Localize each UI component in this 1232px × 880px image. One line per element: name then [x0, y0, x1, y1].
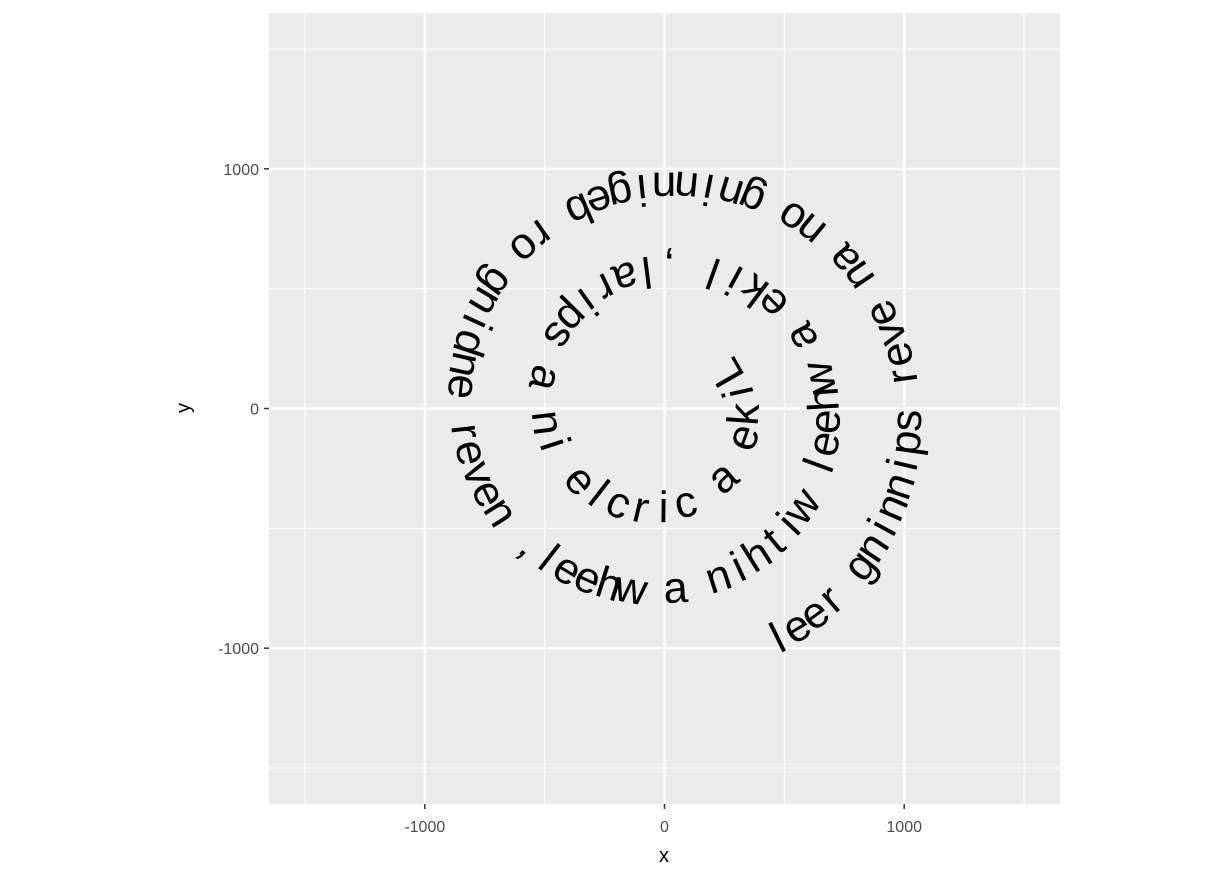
y-tick-label: 0: [250, 402, 259, 419]
y-axis: -1000 0 1000: [218, 162, 269, 658]
y-tick-label: -1000: [218, 641, 259, 658]
spiral-character: e: [438, 372, 489, 402]
spiral-character: h: [799, 386, 849, 413]
y-axis-title: y: [173, 403, 195, 413]
x-tick-label: 0: [660, 819, 669, 836]
major-gridlines: [269, 13, 1060, 804]
spiral-character: r: [441, 421, 491, 441]
y-tick-label: 1000: [223, 162, 259, 179]
x-axis-title: x: [659, 845, 669, 867]
spiral-character: ,: [662, 244, 676, 293]
spiral-character: n: [522, 408, 574, 438]
x-tick-label: 1000: [886, 819, 922, 836]
spiral-character: e: [800, 407, 851, 435]
spiral-character: n: [652, 163, 677, 212]
x-tick-label: -1000: [404, 819, 445, 836]
spiral-character: n: [672, 161, 701, 212]
spiral-character: i: [658, 483, 668, 532]
x-axis: -1000 0 1000: [404, 804, 922, 836]
spiral-character: r: [877, 366, 928, 387]
spiral-character: a: [662, 563, 690, 613]
spiral-character: s: [881, 408, 931, 432]
spiral-character: k: [719, 401, 770, 428]
